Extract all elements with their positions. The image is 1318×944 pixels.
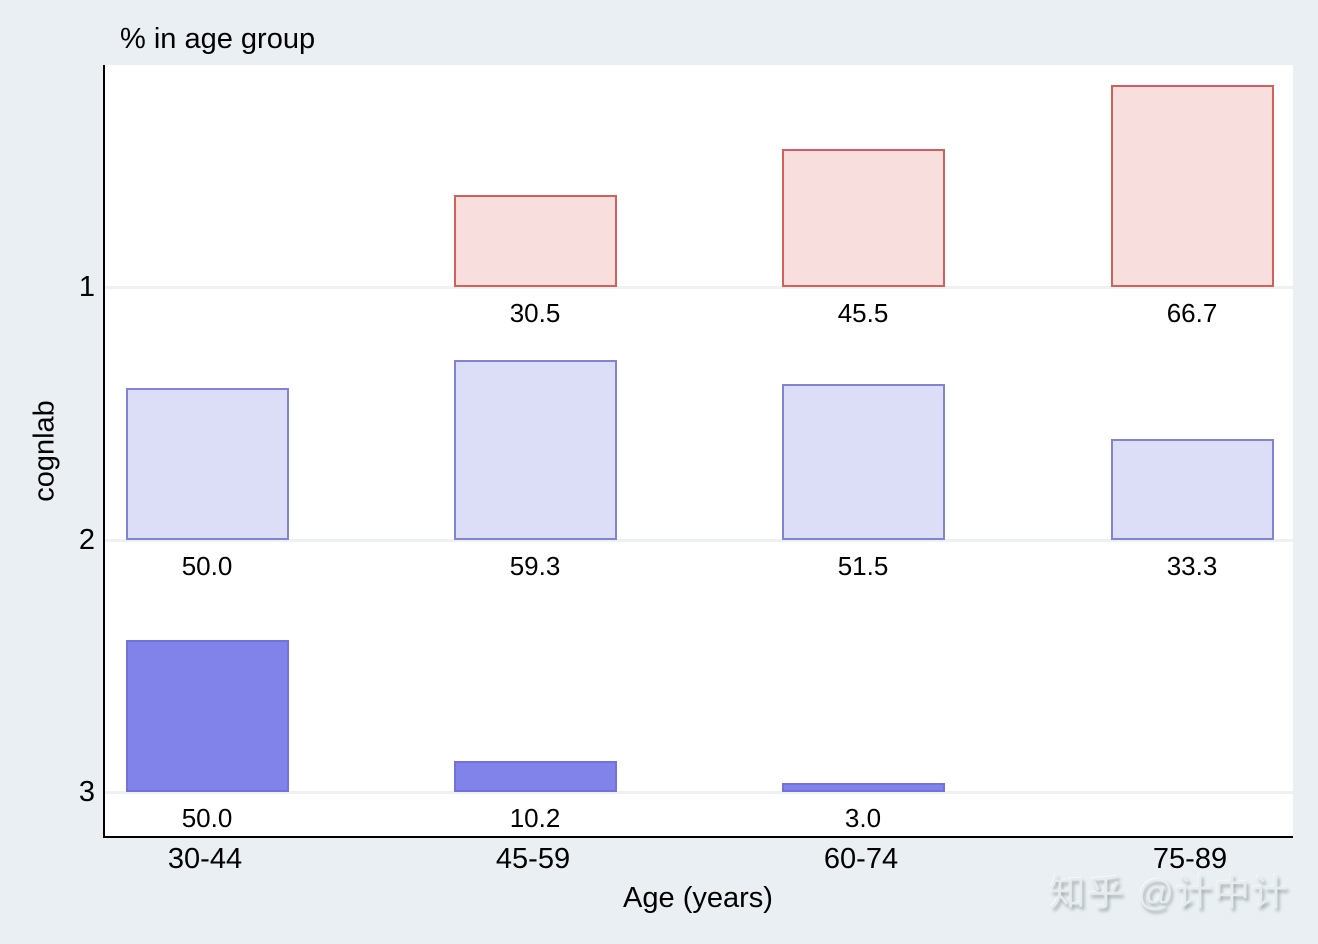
y-axis-title: cognlab <box>28 400 61 502</box>
y-tick-label: 2 <box>78 524 95 556</box>
bar-value-label: 51.5 <box>837 551 889 581</box>
bar-value-label: 66.7 <box>1166 298 1218 328</box>
bar-value-label: 3.0 <box>844 803 882 833</box>
y-tick-label: 1 <box>78 271 95 303</box>
bar <box>781 384 945 540</box>
gridline-category-1 <box>105 286 1293 289</box>
bar-value-label: 50.0 <box>181 803 233 833</box>
bar <box>453 195 617 287</box>
bar-value-label: 45.5 <box>837 298 889 328</box>
y-tick-label: 3 <box>78 776 95 808</box>
bar-value-label: 59.3 <box>509 551 561 581</box>
x-tick-label: 75-89 <box>1152 843 1228 875</box>
bar <box>453 360 617 540</box>
bar <box>125 640 289 792</box>
chart-title: % in age group <box>120 23 316 55</box>
x-tick-label: 60-74 <box>823 843 899 875</box>
x-tick-label: 30-44 <box>167 843 243 875</box>
bar <box>781 149 945 287</box>
bar <box>125 388 289 540</box>
bar-value-label: 10.2 <box>509 803 561 833</box>
bar <box>781 783 945 792</box>
bar-value-label: 30.5 <box>509 298 561 328</box>
gridline-category-2 <box>105 539 1293 542</box>
x-tick-label: 45-59 <box>495 843 571 875</box>
bar-value-label: 33.3 <box>1166 551 1218 581</box>
gridline-category-3 <box>105 791 1293 794</box>
bar <box>1110 439 1274 540</box>
bar-value-label: 50.0 <box>181 551 233 581</box>
x-axis-title: Age (years) <box>623 882 773 914</box>
bar <box>1110 85 1274 287</box>
plot-area: 30.5 45.5 66.7 50.0 59.3 51.5 33.3 50.0 10.2 3.0 <box>103 65 1293 838</box>
bar <box>453 761 617 792</box>
watermark: 知乎 @计中计 <box>1049 872 1290 913</box>
